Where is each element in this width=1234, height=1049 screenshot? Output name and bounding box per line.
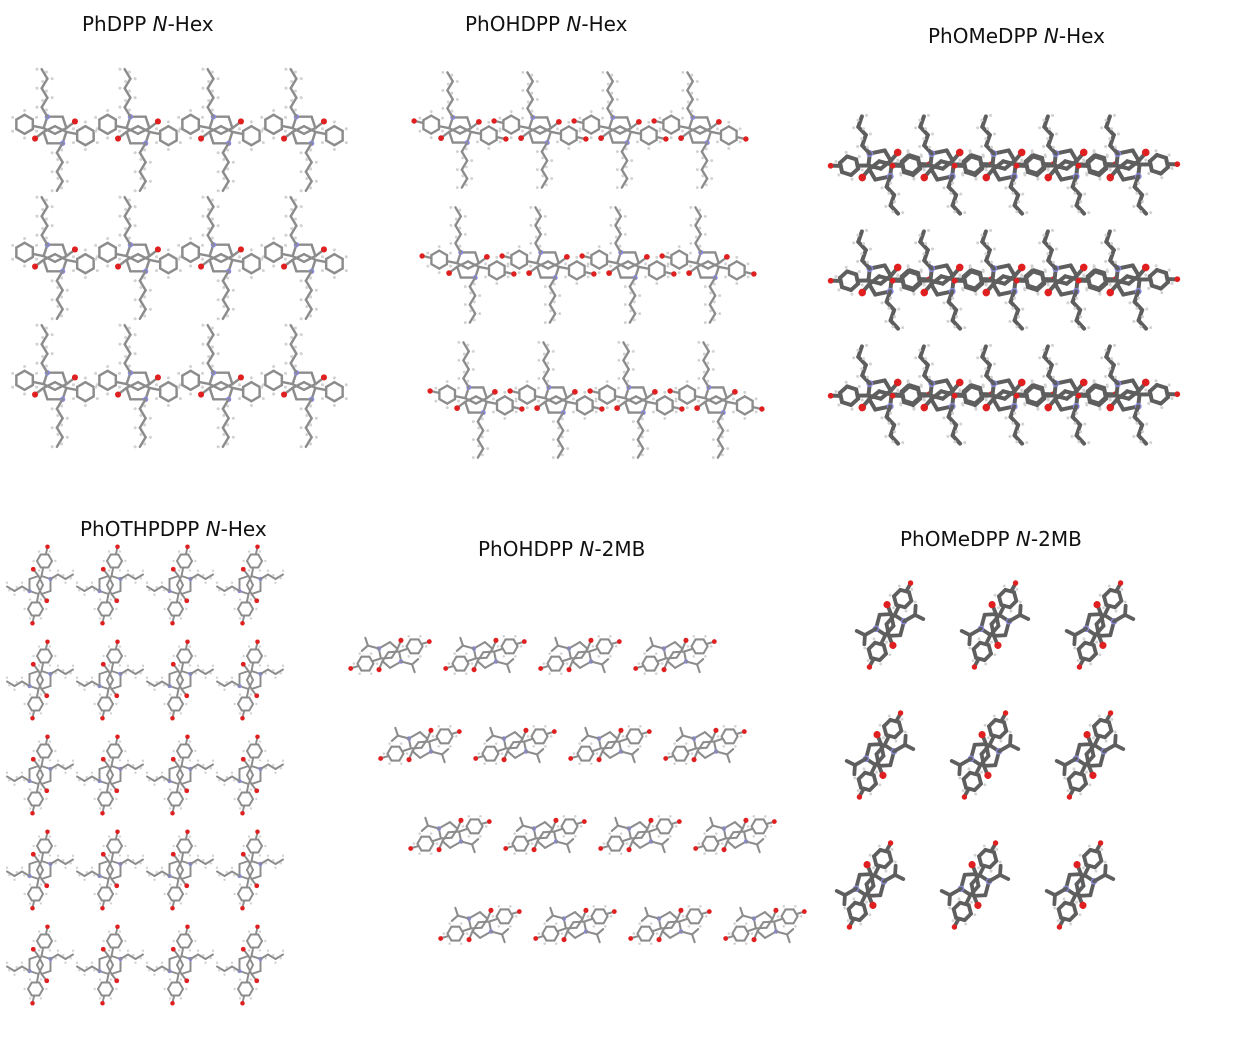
panel-title: PhOMeDPP N-2MB xyxy=(900,527,1082,551)
molecule xyxy=(659,205,757,325)
molecule xyxy=(5,924,75,1006)
molecule xyxy=(827,343,933,446)
panel-phomedpp-n-2mb: PhOMeDPP N-2MB xyxy=(790,505,1234,1049)
molecule xyxy=(145,829,215,911)
molecule xyxy=(1044,840,1116,930)
molecule xyxy=(5,544,75,626)
molecule xyxy=(215,544,285,626)
molecule xyxy=(587,340,685,460)
molecule xyxy=(959,580,1031,670)
molecule xyxy=(667,340,765,460)
panel-phohdpp-n-hex: PhOHDPP N-Hex xyxy=(400,0,800,500)
molecule xyxy=(503,815,587,855)
molecule xyxy=(1064,580,1136,670)
molecule xyxy=(579,205,677,325)
crystal-packing-diagram xyxy=(411,70,765,460)
molecule xyxy=(177,323,265,449)
molecule xyxy=(177,67,265,193)
molecule xyxy=(1075,113,1181,216)
molecule xyxy=(427,340,525,460)
molecule xyxy=(215,734,285,816)
molecule xyxy=(94,195,182,321)
molecule xyxy=(723,905,807,945)
panel-title: PhOMeDPP N-Hex xyxy=(928,24,1105,48)
molecule xyxy=(438,905,522,945)
molecule xyxy=(11,323,99,449)
panel-phothpdpp-n-hex: PhOTHPDPP N-Hex xyxy=(0,505,320,1049)
molecule xyxy=(94,67,182,193)
molecule xyxy=(75,544,145,626)
molecule xyxy=(75,924,145,1006)
molecule xyxy=(145,544,215,626)
molecule xyxy=(473,725,557,765)
molecule xyxy=(443,635,527,675)
molecule xyxy=(939,840,1011,930)
crystal-packing-diagram xyxy=(827,113,1181,446)
molecule xyxy=(348,635,432,675)
molecule xyxy=(260,323,348,449)
molecule xyxy=(145,639,215,721)
molecule xyxy=(854,580,926,670)
molecule xyxy=(949,710,1021,800)
molecule xyxy=(499,205,597,325)
panel-title: PhOTHPDPP N-Hex xyxy=(80,517,267,541)
molecule xyxy=(419,205,517,325)
panel-title: PhOHDPP N-2MB xyxy=(478,537,646,561)
molecule xyxy=(411,70,509,190)
molecule xyxy=(75,829,145,911)
molecule xyxy=(1054,710,1126,800)
molecule xyxy=(11,195,99,321)
molecule xyxy=(378,725,462,765)
molecule xyxy=(260,67,348,193)
molecule xyxy=(628,905,712,945)
molecule xyxy=(145,924,215,1006)
molecule xyxy=(533,905,617,945)
panel-phohdpp-n-2mb: PhOHDPP N-2MB xyxy=(320,505,807,1049)
molecule xyxy=(1075,343,1181,446)
molecule xyxy=(75,734,145,816)
molecule xyxy=(633,635,717,675)
crystal-packing-diagram xyxy=(5,544,285,1006)
molecule xyxy=(1075,228,1181,331)
molecule xyxy=(177,195,265,321)
panel-phdpp-n-hex: PhDPP N-Hex xyxy=(0,0,400,500)
molecule xyxy=(598,815,682,855)
molecule xyxy=(693,815,777,855)
molecule xyxy=(408,815,492,855)
molecule xyxy=(507,340,605,460)
panel-title: PhOHDPP N-Hex xyxy=(465,12,628,36)
molecule xyxy=(651,70,749,190)
molecule xyxy=(5,829,75,911)
molecule xyxy=(11,67,99,193)
molecule xyxy=(538,635,622,675)
molecule xyxy=(827,113,933,216)
molecule xyxy=(260,195,348,321)
panel-phomedpp-n-hex: PhOMeDPP N-Hex xyxy=(800,0,1234,500)
molecule xyxy=(145,734,215,816)
molecule xyxy=(94,323,182,449)
crystal-packing-diagram xyxy=(348,635,807,945)
molecule xyxy=(844,710,916,800)
molecule xyxy=(5,639,75,721)
molecule xyxy=(491,70,589,190)
crystal-packing-diagram xyxy=(11,67,348,449)
molecule xyxy=(215,924,285,1006)
panel-title: PhDPP N-Hex xyxy=(82,12,214,36)
molecule xyxy=(568,725,652,765)
molecule xyxy=(663,725,747,765)
molecule xyxy=(75,639,145,721)
molecule xyxy=(5,734,75,816)
molecule xyxy=(215,639,285,721)
crystal-packing-diagram xyxy=(834,580,1136,930)
molecule xyxy=(834,840,906,930)
molecule xyxy=(215,829,285,911)
molecule xyxy=(571,70,669,190)
